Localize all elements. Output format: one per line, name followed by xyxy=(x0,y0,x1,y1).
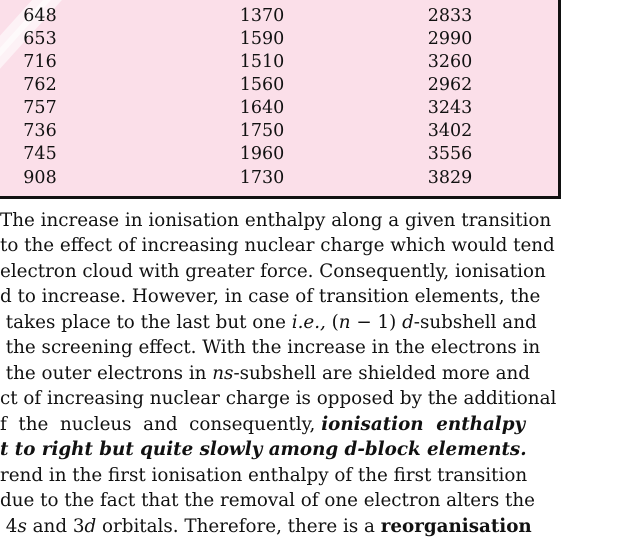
table-row: 648 1370 2833 xyxy=(0,5,558,28)
text-run: 4 xyxy=(0,516,18,537)
table-cell: 3556 xyxy=(427,144,473,164)
table-cell: 1370 xyxy=(239,6,285,26)
table-cell: 3243 xyxy=(427,98,473,118)
text-run: ( xyxy=(325,312,339,333)
table-row: 745 1960 3556 xyxy=(0,143,558,166)
text-run: -subshell are shielded more and xyxy=(233,363,531,384)
text-line: The increase in ionisation enthalpy alon… xyxy=(0,210,552,231)
table-row: 762 1560 2962 xyxy=(0,74,558,97)
table-row: 653 1590 2990 xyxy=(0,28,558,51)
text-run: d xyxy=(84,516,97,537)
text-run: orbitals. Therefore, there is a xyxy=(96,516,381,537)
text-line: the screening effect. With the increase … xyxy=(0,337,541,358)
table-cell: 762 xyxy=(23,75,57,95)
table-cell: 1730 xyxy=(239,168,285,188)
table-cell: 3260 xyxy=(427,52,473,72)
text-line: 4s and 3d orbitals. Therefore, there is … xyxy=(0,514,532,539)
table-cell: 653 xyxy=(23,29,57,49)
text-line: takes place to the last but one i.e., (n… xyxy=(0,310,537,335)
text-run: n xyxy=(338,312,351,333)
table-row: 908 1730 3829 xyxy=(0,167,558,190)
text-run: takes place to the last but one xyxy=(0,312,292,333)
text-line: ct of increasing nuclear charge is oppos… xyxy=(0,388,557,409)
table-row: 736 1750 3402 xyxy=(0,120,558,143)
text-line: to the effect of increasing nuclear char… xyxy=(0,235,555,256)
table-row: 716 1510 3260 xyxy=(0,51,558,74)
table-cell: 2833 xyxy=(427,6,473,26)
text-run: − 1) xyxy=(350,312,403,333)
table-cell: 3402 xyxy=(427,121,473,141)
text-line: t to right but quite slowly among d-bloc… xyxy=(0,439,527,460)
text-line: the outer electrons in ns-subshell are s… xyxy=(0,361,530,386)
table-row: 757 1640 3243 xyxy=(0,97,558,120)
text-line: rend in the first ionisation enthalpy of… xyxy=(0,465,528,486)
table-cell: 648 xyxy=(23,6,57,26)
table-cell: 1510 xyxy=(239,52,285,72)
text-run: and 3 xyxy=(26,516,85,537)
table-cell: 908 xyxy=(23,168,57,188)
text-run: the outer electrons in xyxy=(0,363,213,384)
text-run: d xyxy=(402,312,414,333)
table-cell: 757 xyxy=(23,98,57,118)
table-cell: 745 xyxy=(23,144,57,164)
text-run: f the nucleus and consequently, xyxy=(0,414,322,435)
table-cell: 736 xyxy=(23,121,57,141)
text-run: ionisation enthalpy xyxy=(321,414,526,435)
table-cell: 1590 xyxy=(239,29,285,49)
table-cell: 1750 xyxy=(239,121,285,141)
table-cell: 1560 xyxy=(239,75,285,95)
table-cell: 716 xyxy=(23,52,57,72)
text-run: -subshell and xyxy=(413,312,537,333)
text-line: d to increase. However, in case of trans… xyxy=(0,286,541,307)
table-cell: 3829 xyxy=(427,168,473,188)
text-run: ns xyxy=(212,363,234,384)
table-cell: 1960 xyxy=(239,144,285,164)
text-run: i.e., xyxy=(291,312,326,333)
text-line: f the nucleus and consequently, ionisati… xyxy=(0,412,525,437)
ionisation-enthalpy-table: 648 1370 2833 653 1590 2990 716 1510 326… xyxy=(0,0,561,199)
text-line: electron cloud with greater force. Conse… xyxy=(0,261,546,282)
table-cell: 1640 xyxy=(239,98,285,118)
text-line: due to the fact that the removal of one … xyxy=(0,490,535,511)
table-cell: 2962 xyxy=(427,75,473,95)
table-cell: 2990 xyxy=(427,29,473,49)
text-run: s xyxy=(17,516,27,537)
text-run: reorganisation xyxy=(380,516,532,537)
